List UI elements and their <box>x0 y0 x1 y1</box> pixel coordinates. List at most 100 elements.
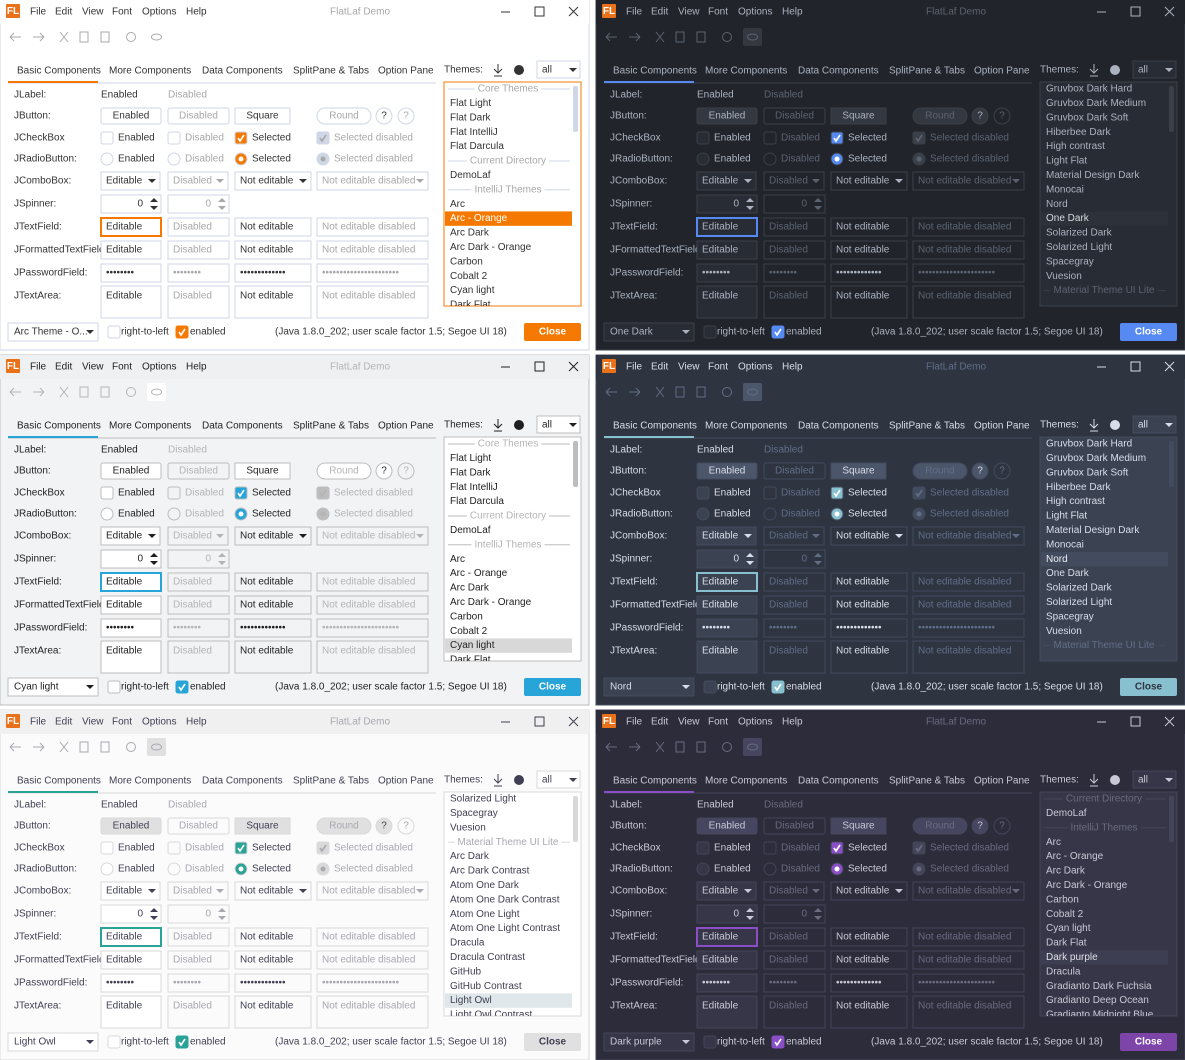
button[interactable] <box>100 462 162 480</box>
button[interactable] <box>316 462 372 480</box>
password-field[interactable] <box>763 618 826 638</box>
password-field[interactable] <box>316 263 429 283</box>
paste-icon[interactable] <box>696 31 706 43</box>
password-field[interactable] <box>830 263 908 283</box>
theme-item[interactable]: GitHub Contrast <box>450 981 522 992</box>
theme-item[interactable]: Spacegray <box>1046 611 1094 622</box>
download-icon[interactable] <box>1089 774 1099 787</box>
theme-item[interactable]: Gruvbox Dark Soft <box>1046 112 1128 123</box>
button[interactable] <box>763 817 826 835</box>
tab[interactable]: More Components <box>109 421 191 432</box>
menu-item[interactable]: Edit <box>651 717 668 728</box>
tab[interactable]: Data Components <box>202 66 283 77</box>
formatted-field[interactable] <box>912 595 1025 615</box>
checkbox[interactable] <box>912 841 926 855</box>
filter-combo[interactable] <box>1132 60 1177 79</box>
theme-item[interactable]: Arc Dark <box>450 228 490 239</box>
formatted-field[interactable] <box>167 950 230 970</box>
combo-box[interactable] <box>316 881 429 901</box>
close-button[interactable] <box>524 678 581 696</box>
password-field[interactable] <box>912 618 1025 638</box>
menu-item[interactable]: Edit <box>651 7 668 18</box>
text-field[interactable] <box>167 217 230 237</box>
menu-item[interactable]: Font <box>708 362 728 373</box>
menu-item[interactable]: Options <box>738 717 772 728</box>
theme-item[interactable]: Flat Light <box>450 98 491 109</box>
text-field[interactable] <box>100 572 162 592</box>
theme-item[interactable]: Cyan light <box>450 285 495 296</box>
tab[interactable]: SplitPane & Tabs <box>889 66 965 77</box>
text-area[interactable] <box>167 285 230 319</box>
formatted-field[interactable] <box>763 950 826 970</box>
combo-box[interactable] <box>763 526 825 546</box>
rtl-checkbox[interactable] <box>703 680 717 694</box>
theme-list[interactable] <box>443 791 582 1017</box>
menu-item[interactable]: Edit <box>55 7 72 18</box>
formatted-field[interactable] <box>696 240 758 260</box>
password-field[interactable] <box>696 618 758 638</box>
refresh-icon[interactable] <box>722 387 732 397</box>
tab[interactable]: Option Pane <box>378 66 434 77</box>
download-icon[interactable] <box>493 419 503 432</box>
theme-item[interactable]: Flat IntelliJ <box>450 127 498 138</box>
tab[interactable]: Data Components <box>798 776 879 787</box>
formatted-field[interactable] <box>912 950 1025 970</box>
menu-item[interactable]: View <box>82 7 104 18</box>
checkbox[interactable] <box>830 486 844 500</box>
spinner[interactable] <box>167 904 230 924</box>
theme-item[interactable]: Arc - Orange <box>450 213 508 224</box>
combo-box[interactable] <box>830 881 908 901</box>
theme-item[interactable]: DemoLaf <box>450 170 491 181</box>
checkbox[interactable] <box>234 486 248 500</box>
theme-item[interactable]: Flat IntelliJ <box>450 482 498 493</box>
button[interactable] <box>696 817 758 835</box>
checkbox[interactable] <box>830 131 844 145</box>
theme-item[interactable]: Arc Dark Contrast <box>450 866 530 877</box>
text-area[interactable] <box>100 285 162 319</box>
menu-item[interactable]: Help <box>186 717 207 728</box>
formatted-field[interactable] <box>234 595 312 615</box>
text-area[interactable] <box>830 285 908 319</box>
theme-item[interactable]: Monocai <box>1046 539 1084 550</box>
text-field[interactable] <box>830 927 908 947</box>
theme-item[interactable]: Arc Dark - Orange <box>450 597 532 608</box>
menu-item[interactable]: Font <box>708 717 728 728</box>
password-field[interactable] <box>234 263 312 283</box>
theme-item[interactable]: Cobalt 2 <box>1046 909 1084 920</box>
formatted-field[interactable] <box>763 240 826 260</box>
theme-item[interactable]: Solarized Light <box>1046 242 1112 253</box>
text-area[interactable] <box>696 285 758 319</box>
formatted-field[interactable] <box>100 595 162 615</box>
eye-button[interactable] <box>743 28 762 46</box>
tab[interactable]: SplitPane & Tabs <box>293 421 369 432</box>
tab[interactable]: Option Pane <box>378 421 434 432</box>
formatted-field[interactable] <box>696 950 758 970</box>
tab[interactable]: Basic Components <box>17 776 101 787</box>
menu-item[interactable]: Help <box>782 717 803 728</box>
theme-item[interactable]: Hiberbee Dark <box>1046 127 1111 138</box>
theme-item[interactable]: Arc Dark <box>450 851 490 862</box>
password-field[interactable] <box>912 973 1025 993</box>
paste-icon[interactable] <box>100 741 110 753</box>
button[interactable] <box>763 462 826 480</box>
menu-item[interactable]: Font <box>112 717 132 728</box>
theme-item[interactable]: Flat Darcula <box>450 496 504 507</box>
formatted-field[interactable] <box>316 240 429 260</box>
text-field[interactable] <box>100 217 162 237</box>
password-field[interactable] <box>763 263 826 283</box>
forward-icon[interactable] <box>629 742 641 752</box>
rtl-checkbox[interactable] <box>107 325 121 339</box>
theme-item[interactable]: High contrast <box>1046 496 1105 507</box>
theme-list[interactable] <box>443 81 582 307</box>
help-button[interactable] <box>971 817 989 835</box>
checkbox[interactable] <box>167 841 181 855</box>
menu-item[interactable]: Edit <box>55 362 72 373</box>
rtl-checkbox[interactable] <box>107 680 121 694</box>
theme-list[interactable] <box>443 436 582 662</box>
theme-item[interactable]: Light Owl <box>450 995 492 1006</box>
text-area[interactable] <box>830 640 908 674</box>
button[interactable] <box>696 462 758 480</box>
theme-item[interactable]: Arc <box>450 199 465 210</box>
checkbox[interactable] <box>912 131 926 145</box>
help-button[interactable] <box>993 462 1011 480</box>
